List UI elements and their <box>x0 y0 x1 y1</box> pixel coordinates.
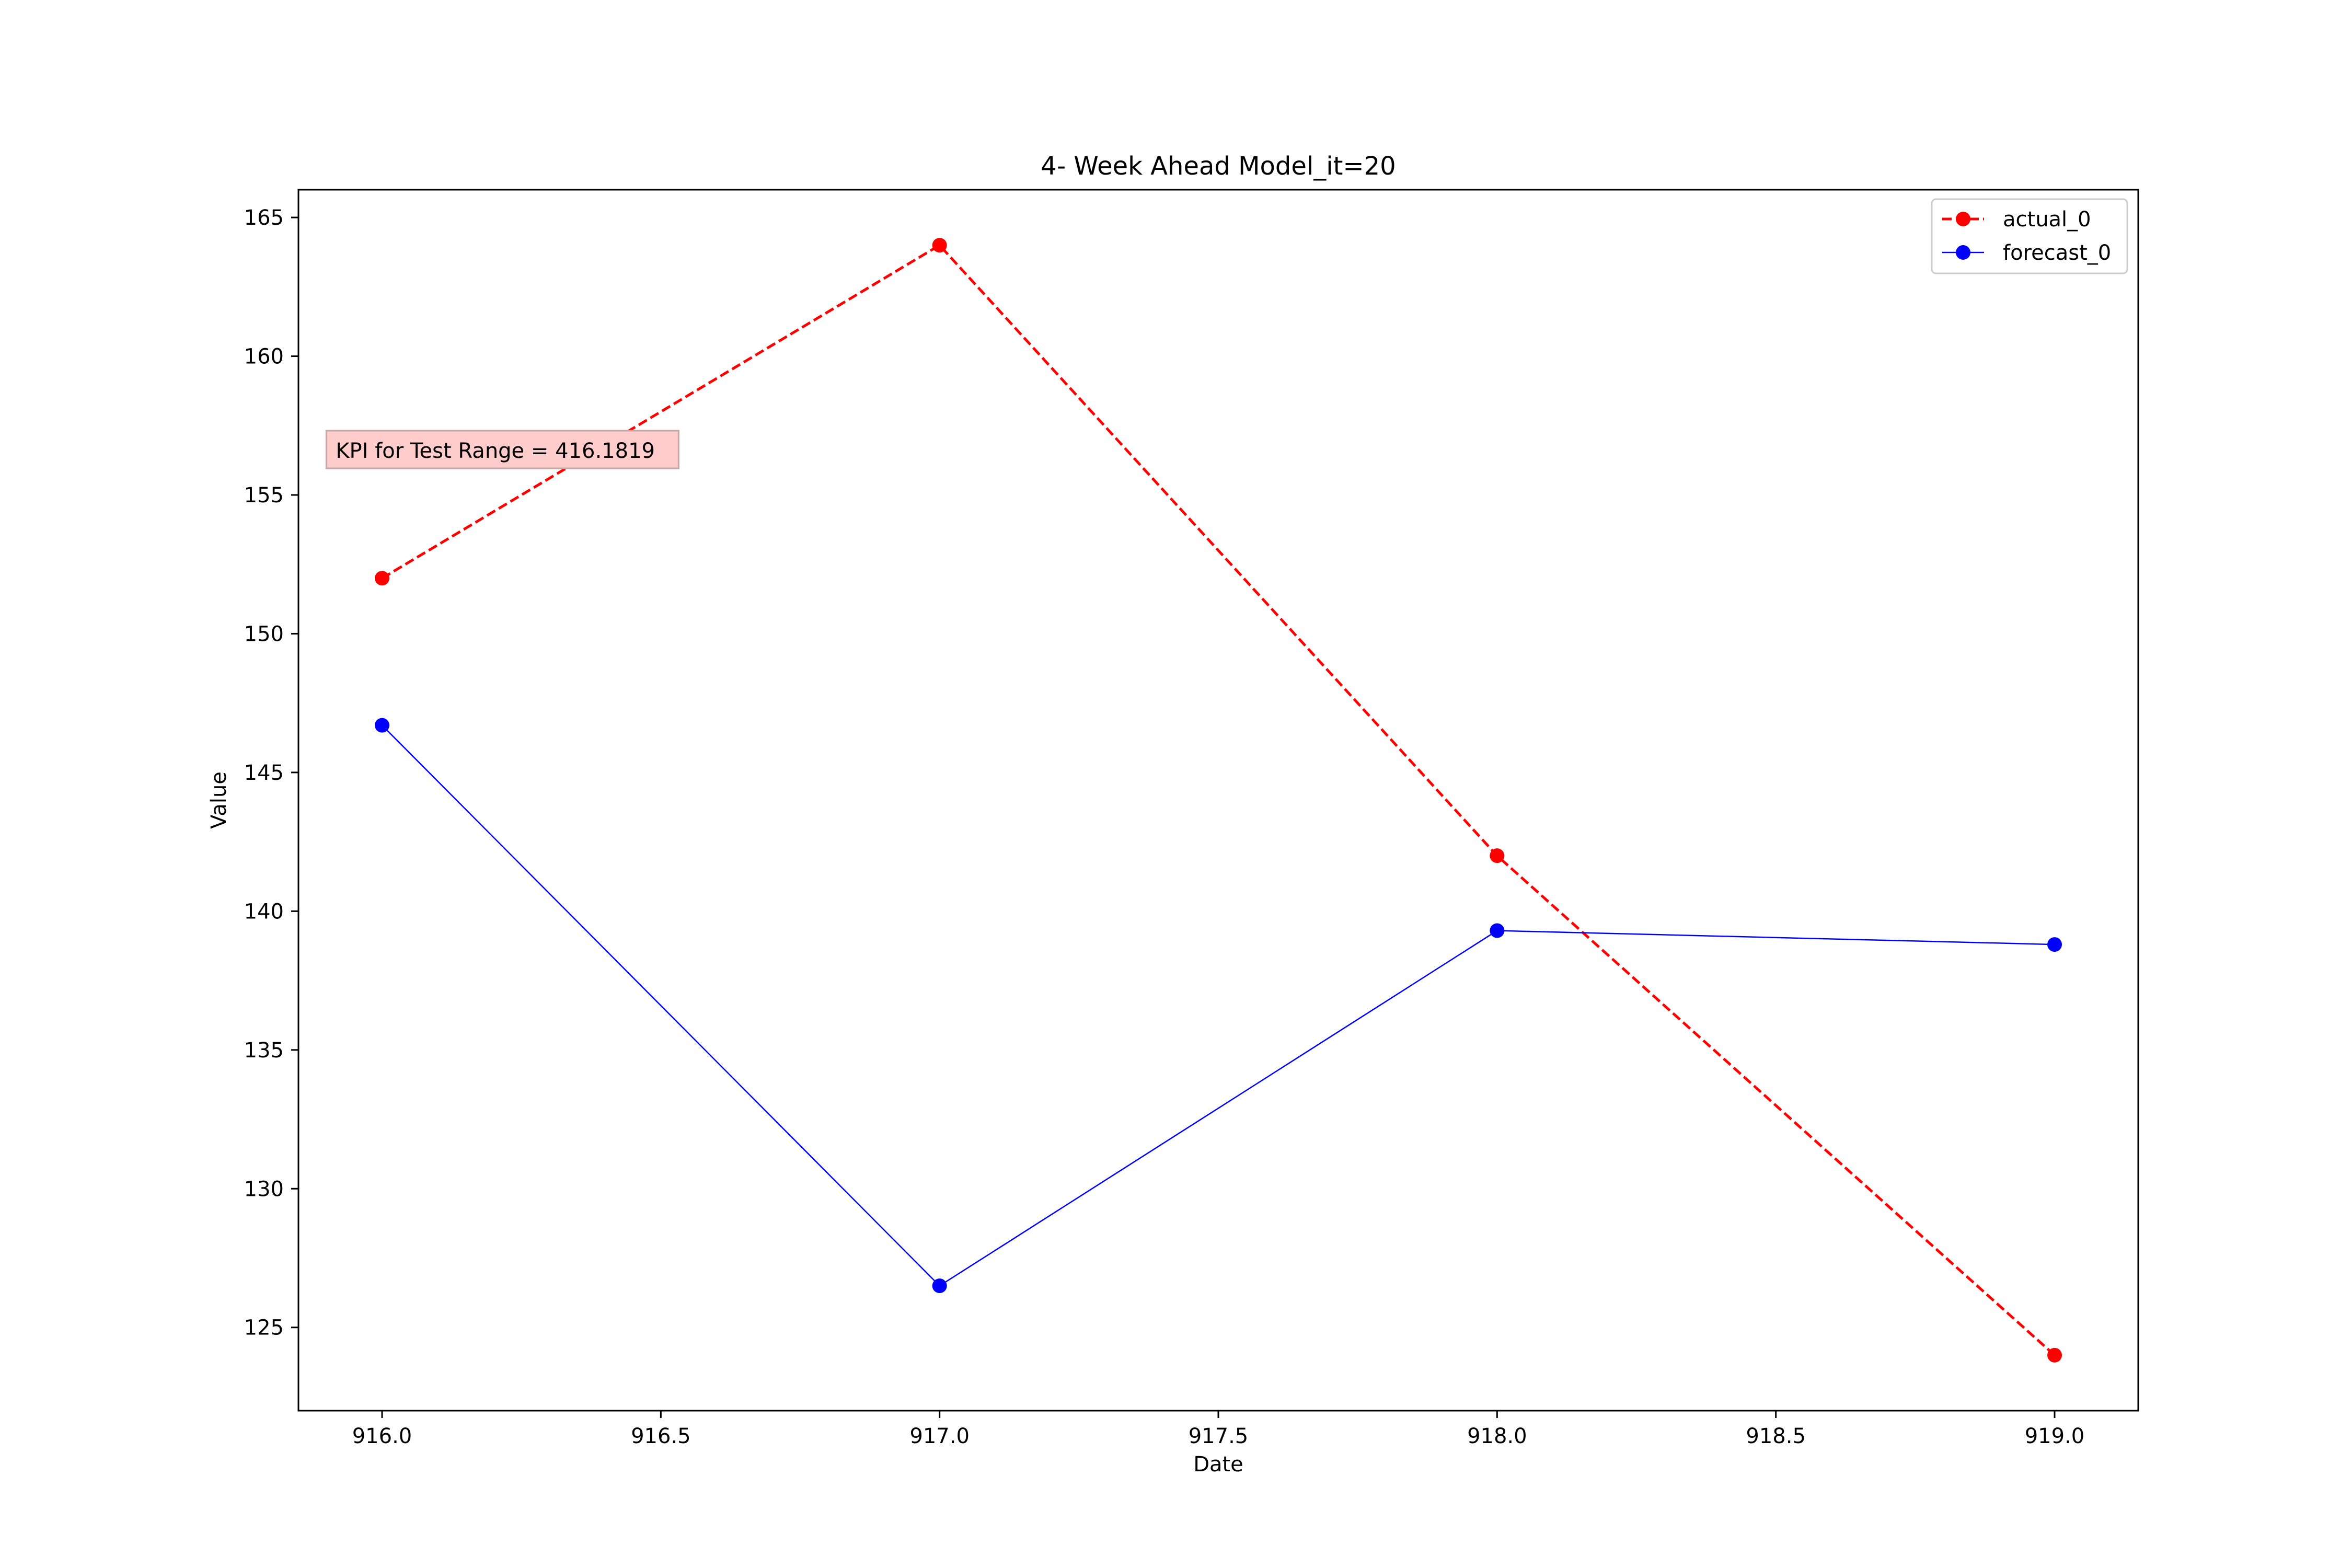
y-tick-label: 140 <box>244 900 284 924</box>
y-axis-label: Value <box>207 771 231 829</box>
series-line-actual_0 <box>381 243 2056 1356</box>
x-tick-label: 918.5 <box>1746 1424 1806 1448</box>
x-tick-label: 918.0 <box>1467 1424 1527 1448</box>
data-point-forecast_0 <box>2047 937 2062 952</box>
legend-marker-actual_0 <box>1956 212 1970 226</box>
data-point-forecast_0 <box>932 1278 947 1294</box>
x-tick-label: 917.0 <box>909 1424 970 1448</box>
chart-title: 4- Week Ahead Model_it=20 <box>1041 152 1396 181</box>
data-point-actual_0 <box>375 571 389 586</box>
x-axis-label: Date <box>1193 1452 1243 1477</box>
data-point-forecast_0 <box>375 718 389 733</box>
x-tick-label: 916.5 <box>631 1424 691 1448</box>
y-tick-label: 135 <box>244 1039 284 1063</box>
y-tick-label: 125 <box>244 1316 284 1340</box>
legend-marker-forecast_0 <box>1956 245 1970 260</box>
x-axis: 916.0 916.5 917.0 917.5 918.0 918.5 919.0 <box>352 1411 2085 1448</box>
y-tick-label: 150 <box>244 622 284 646</box>
legend: actual_0 forecast_0 <box>1931 198 2128 274</box>
data-point-actual_0 <box>932 238 947 253</box>
x-tick-label: 919.0 <box>2025 1424 2085 1448</box>
y-tick-label: 145 <box>244 761 284 785</box>
legend-label-actual_0: actual_0 <box>2003 207 2091 232</box>
y-axis: 125 130 135 140 145 150 155 160 165 <box>244 206 298 1340</box>
y-tick-label: 155 <box>244 483 284 508</box>
kpi-annotation: KPI for Test Range = 416.1819 <box>325 430 679 469</box>
y-tick-label: 165 <box>244 206 284 230</box>
y-tick-label: 160 <box>244 345 284 369</box>
data-point-actual_0 <box>1490 848 1505 863</box>
y-tick-label: 130 <box>244 1177 284 1201</box>
data-point-actual_0 <box>2047 1347 2062 1363</box>
legend-frame <box>1931 198 2128 274</box>
x-tick-label: 916.0 <box>352 1424 412 1448</box>
x-tick-label: 917.5 <box>1189 1424 1249 1448</box>
kpi-annotation-box <box>325 430 679 469</box>
data-point-forecast_0 <box>1490 923 1505 938</box>
legend-label-forecast_0: forecast_0 <box>2003 241 2111 265</box>
series-line-forecast_0 <box>382 724 2055 1287</box>
kpi-annotation-text: KPI for Test Range = 416.1819 <box>336 439 655 463</box>
